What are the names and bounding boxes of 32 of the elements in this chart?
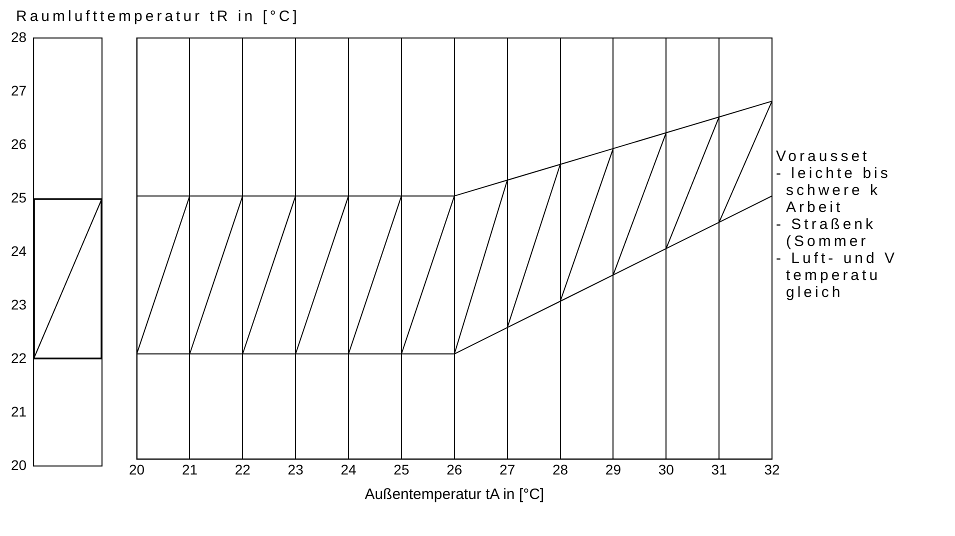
x-tick-label: 23 [288, 461, 304, 478]
text: - leichte bis [776, 165, 892, 182]
x-tick-label: 31 [711, 461, 728, 478]
x-tick-label: 20 [128, 461, 145, 478]
y-tick-label: 23 [10, 296, 27, 312]
x-axis-title: Außentemperatur tA in [°C] [364, 486, 544, 504]
text: - Straßenk [776, 216, 878, 233]
x-tick-label: 24 [340, 461, 357, 478]
x-tick-label: 30 [658, 461, 674, 478]
y-tick-label: 27 [10, 82, 27, 98]
text: schwere k [785, 182, 882, 199]
y-tick-label: 24 [10, 242, 27, 259]
x-tick-label: 27 [500, 461, 516, 478]
y-tick-label: 25 [10, 189, 27, 206]
x-tick-label: 26 [446, 461, 462, 478]
y-tick-label: 26 [10, 136, 27, 152]
text: gleich [785, 284, 844, 301]
y-axis-title: Raumlufttemperatur tR in [°C] [16, 8, 300, 25]
x-tick-label: 21 [182, 461, 198, 478]
text: - Luft- und V [776, 250, 898, 267]
text: Arbeit [785, 199, 844, 216]
x-tick-label: 25 [394, 461, 410, 478]
x-tick-label: 28 [552, 461, 568, 478]
text: (Sommer [785, 233, 870, 250]
text: temperatu [785, 267, 882, 284]
x-tick-label: 32 [764, 461, 780, 478]
y-tick-label: 22 [10, 350, 27, 366]
y-tick-label: 21 [10, 403, 27, 420]
y-tick-label: 28 [10, 28, 27, 45]
text: Vorausset [776, 148, 871, 165]
x-tick-label: 29 [605, 461, 622, 478]
x-tick-label: 22 [234, 461, 251, 478]
